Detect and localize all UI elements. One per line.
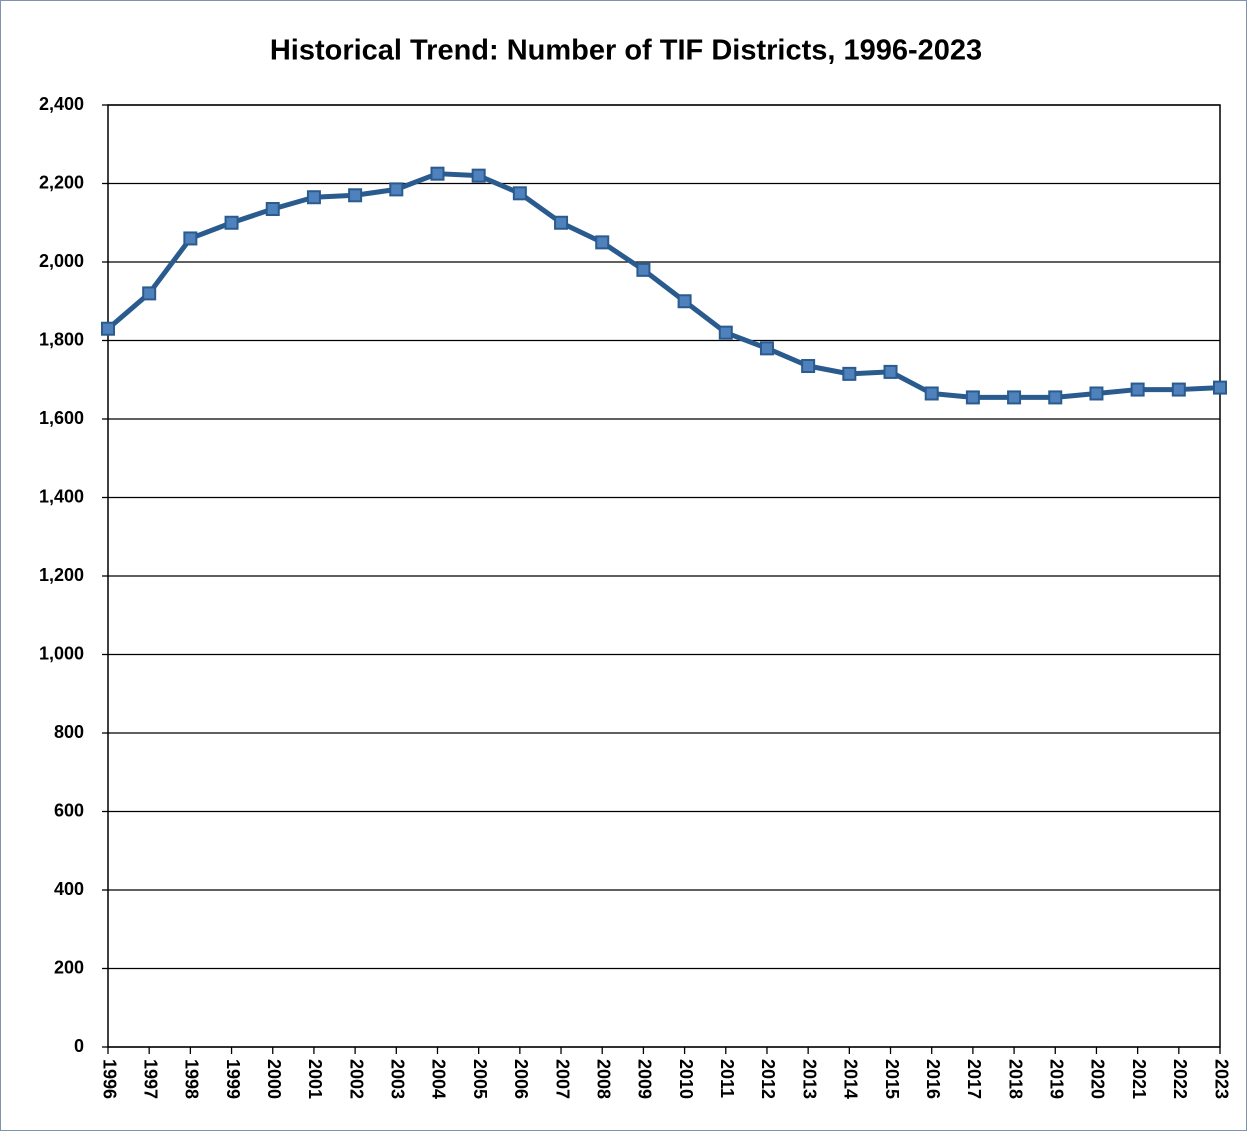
- marker: [142, 286, 157, 301]
- y-tick-label: 2,200: [39, 172, 84, 192]
- x-tick-label: 2015: [882, 1059, 902, 1099]
- marker: [554, 215, 569, 230]
- x-tick-label: 2023: [1211, 1059, 1231, 1099]
- x-tick-label: 2019: [1047, 1059, 1067, 1099]
- x-tick-label: 2005: [470, 1059, 490, 1099]
- y-tick-label: 600: [54, 800, 84, 820]
- y-tick-label: 1,000: [39, 643, 84, 663]
- y-tick-label: 2,400: [39, 94, 84, 114]
- marker: [183, 231, 198, 246]
- x-tick-label: 2017: [964, 1059, 984, 1099]
- marker: [759, 341, 774, 356]
- y-tick-label: 400: [54, 879, 84, 899]
- x-tick-label: 1996: [99, 1059, 119, 1099]
- x-tick-label: 2021: [1129, 1059, 1149, 1099]
- y-tick-label: 800: [54, 722, 84, 742]
- marker: [1007, 390, 1022, 405]
- x-tick-label: 2000: [264, 1059, 284, 1099]
- marker: [1171, 382, 1186, 397]
- x-tick-label: 2011: [717, 1059, 737, 1098]
- x-tick-label: 1999: [223, 1059, 243, 1099]
- marker: [101, 321, 115, 336]
- marker: [1048, 390, 1063, 405]
- x-tick-label: 2010: [676, 1059, 696, 1099]
- y-tick-label: 0: [74, 1036, 84, 1056]
- x-tick-label: 2009: [635, 1059, 655, 1099]
- x-tick-label: 2004: [429, 1059, 449, 1099]
- marker: [595, 235, 610, 250]
- marker: [512, 186, 527, 201]
- marker: [306, 190, 321, 205]
- y-tick-label: 200: [54, 957, 84, 977]
- marker: [265, 202, 280, 217]
- marker: [348, 188, 363, 203]
- y-tick-label: 1,400: [39, 486, 84, 506]
- marker: [842, 366, 857, 381]
- marker: [801, 359, 816, 374]
- x-tick-label: 2001: [305, 1059, 325, 1099]
- x-tick-label: 2020: [1088, 1059, 1108, 1099]
- y-tick-label: 2,000: [39, 251, 84, 271]
- x-tick-label: 2002: [346, 1059, 366, 1099]
- chart-title: Historical Trend: Number of TIF District…: [270, 35, 982, 67]
- x-tick-label: 2022: [1170, 1059, 1190, 1099]
- x-tick-label: 2008: [593, 1059, 613, 1099]
- marker: [471, 168, 486, 183]
- y-tick-label: 1,800: [39, 329, 84, 349]
- plot-area: [107, 104, 1221, 1048]
- marker: [224, 215, 239, 230]
- marker: [677, 294, 692, 309]
- x-tick-label: 1998: [182, 1059, 202, 1099]
- x-tick-label: 1997: [140, 1059, 160, 1099]
- marker: [1089, 386, 1104, 401]
- y-tick-label: 1,200: [39, 565, 84, 585]
- x-tick-label: 2007: [552, 1059, 572, 1099]
- marker: [636, 262, 651, 277]
- x-tick-label: 2014: [841, 1059, 861, 1099]
- y-tick-label: 1,600: [39, 408, 84, 428]
- x-tick-label: 2013: [799, 1059, 819, 1099]
- marker: [430, 166, 445, 181]
- x-tick-label: 2006: [511, 1059, 531, 1099]
- x-tick-label: 2003: [388, 1059, 408, 1099]
- marker: [389, 182, 404, 197]
- marker: [718, 325, 733, 340]
- marker: [883, 364, 898, 379]
- x-tick-label: 2016: [923, 1059, 943, 1099]
- marker: [1213, 380, 1227, 395]
- marker: [1130, 382, 1145, 397]
- x-tick-label: 2018: [1005, 1059, 1025, 1099]
- line: [106, 171, 1221, 400]
- marker: [924, 386, 939, 401]
- x-tick-label: 2012: [758, 1059, 778, 1099]
- marker: [965, 390, 980, 405]
